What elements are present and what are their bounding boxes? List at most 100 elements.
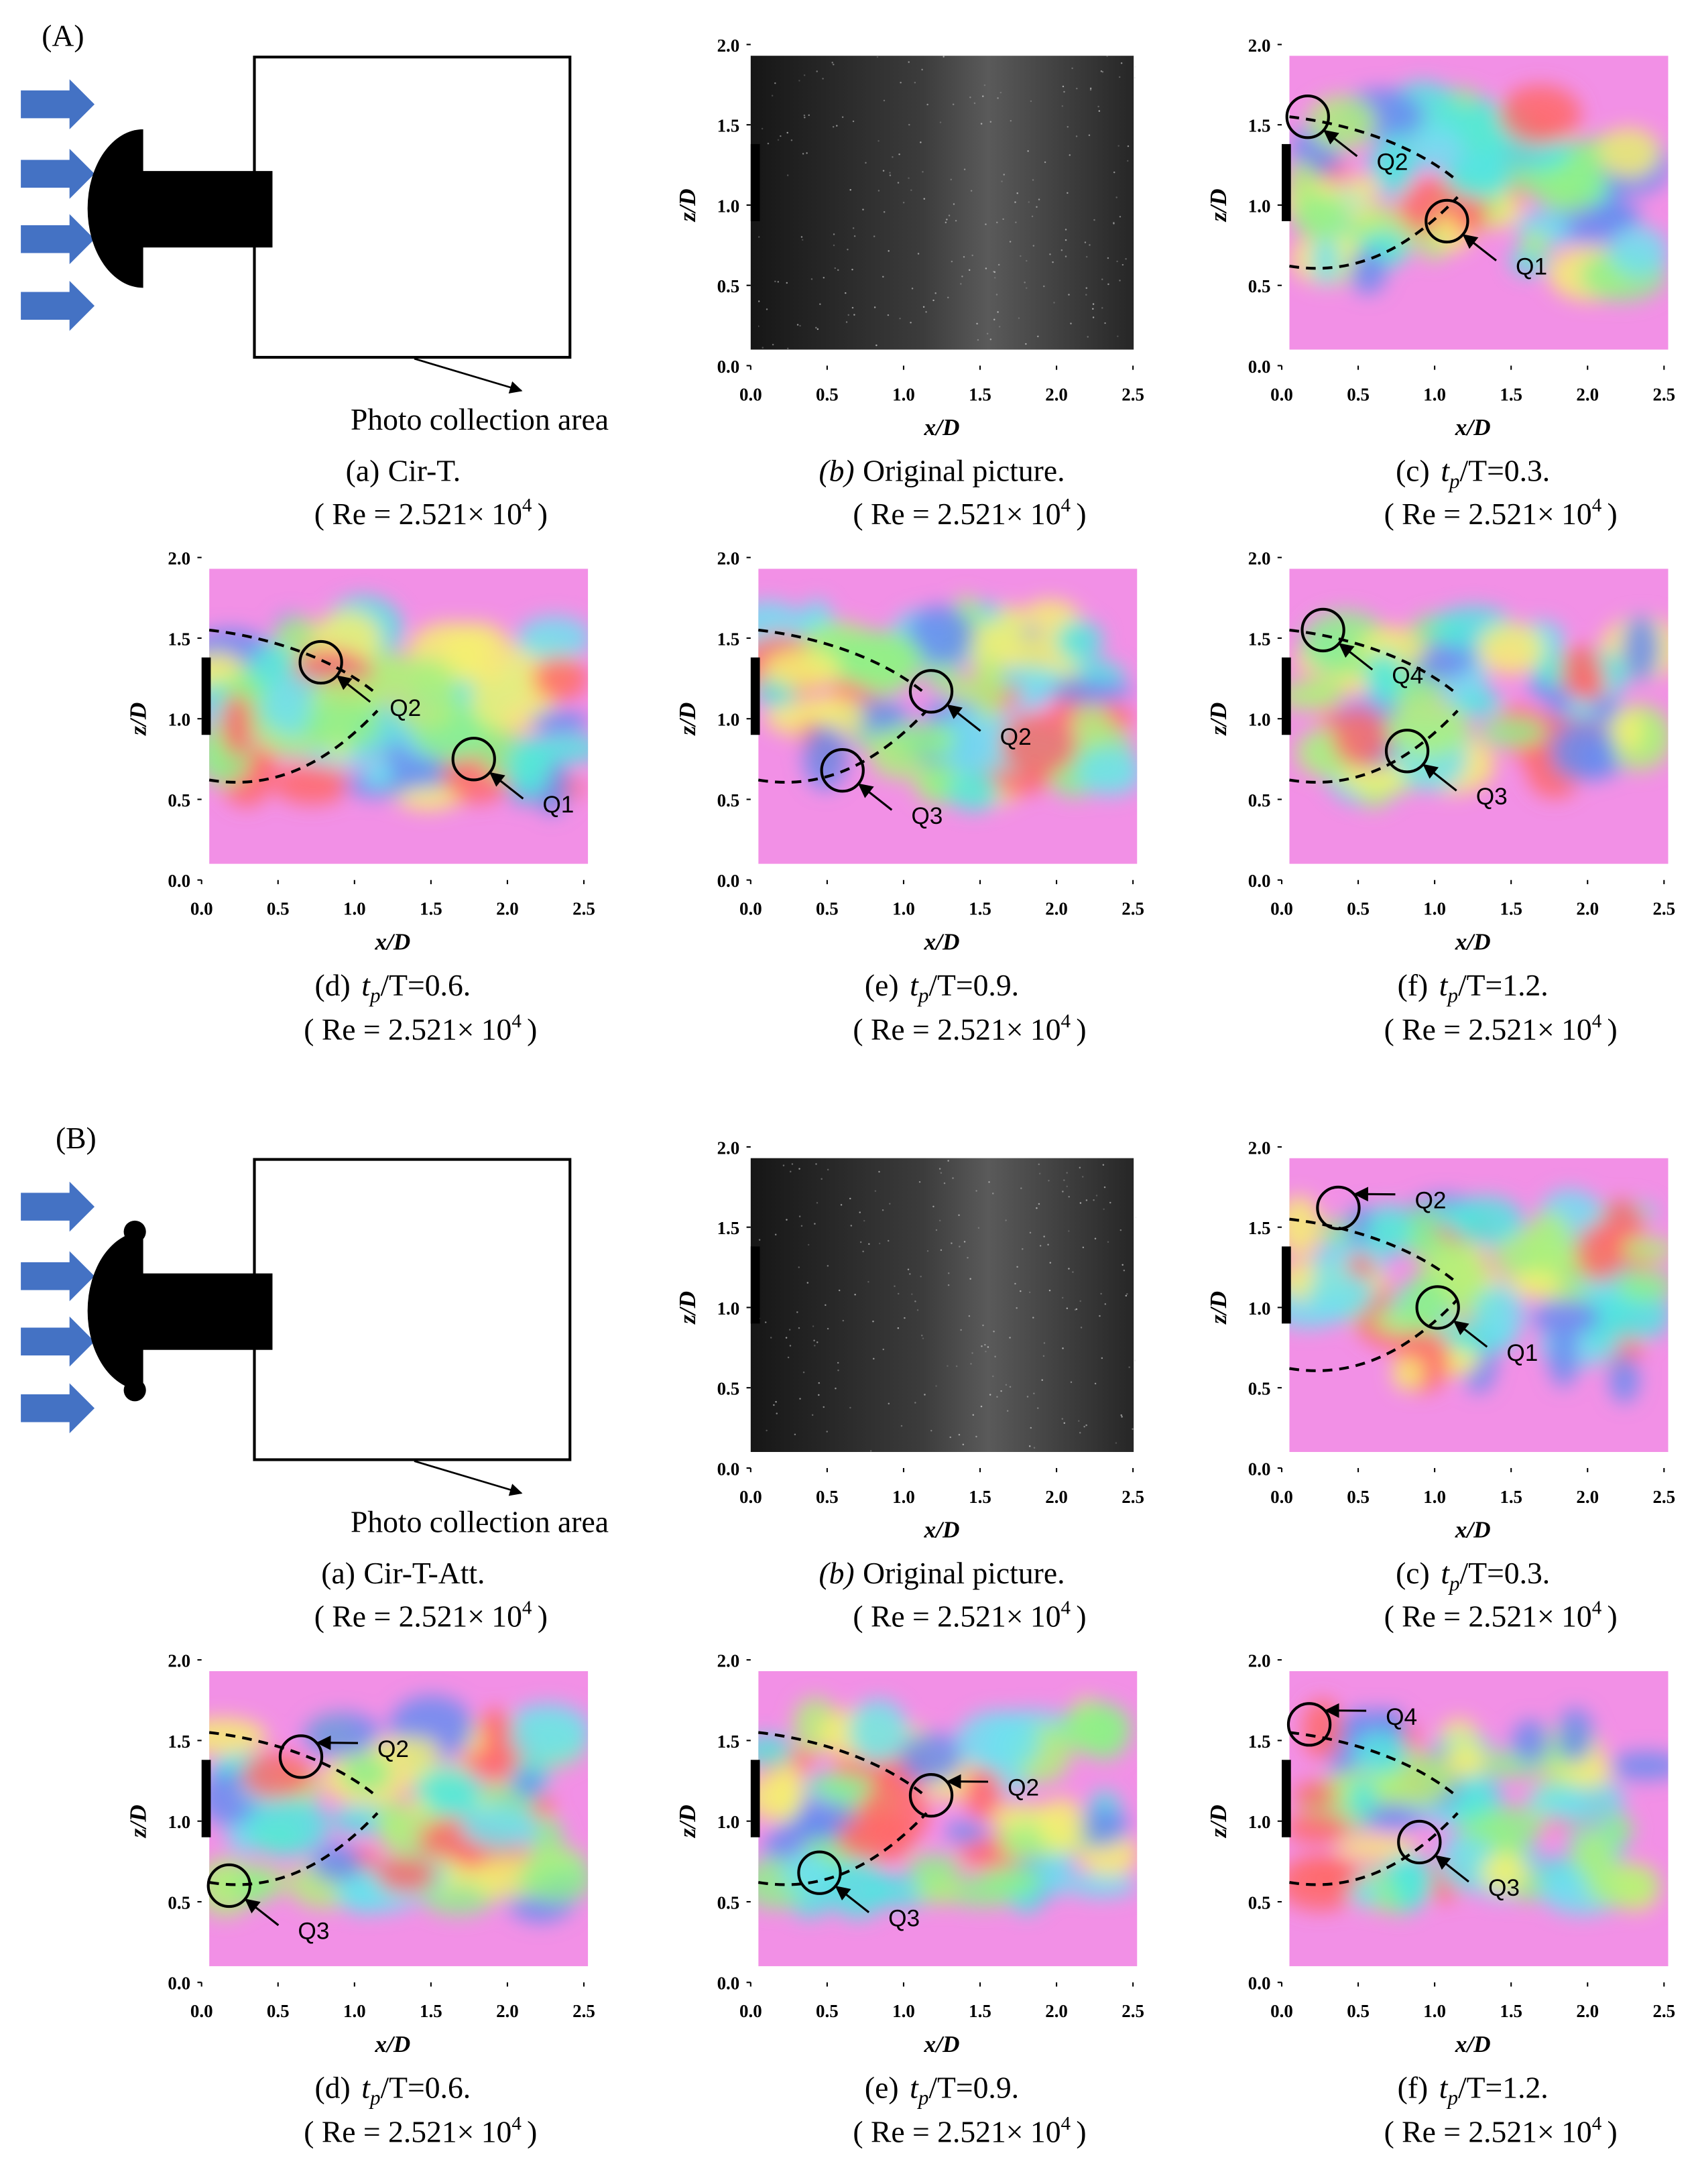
photo	[750, 1158, 1134, 1453]
speckle	[1029, 1231, 1032, 1234]
speckle	[1117, 335, 1119, 337]
panel: Q2 Q1 0.0 0.5 1.0 1.5 2.0 2.5 0.0 0.5 1.0 1.5 2.0 x/D…	[1205, 1138, 1675, 1634]
x-tick-label: 0.0	[1270, 384, 1293, 404]
re-base: 10	[1030, 497, 1061, 531]
speckle	[854, 1294, 856, 1296]
speckle	[1032, 179, 1034, 181]
blob	[1598, 128, 1660, 178]
speckle	[1069, 154, 1071, 156]
speckle	[1115, 196, 1117, 198]
dome	[87, 129, 143, 288]
y-tick-label: 1.0	[168, 710, 190, 730]
stem	[139, 171, 273, 248]
re-text: ( Re = 2.521×	[1384, 497, 1555, 531]
blob	[1300, 676, 1346, 700]
speckle	[1082, 1246, 1085, 1249]
speckle	[773, 1404, 775, 1406]
speckle	[1107, 1241, 1109, 1243]
field	[209, 1671, 589, 1967]
speckle	[926, 1250, 929, 1252]
speckle	[810, 278, 813, 280]
re-close: )	[538, 497, 548, 531]
speckle	[813, 1339, 815, 1342]
x-tick-label: 2.5	[1122, 1487, 1144, 1507]
y-axis-label: z/D	[1205, 1291, 1231, 1325]
y-tick-label: 2.0	[1248, 548, 1271, 568]
x-tick-label: 0.0	[739, 899, 762, 919]
re-text: ( Re = 2.521×	[314, 497, 485, 531]
speckle	[874, 1190, 877, 1193]
speckle	[1103, 1186, 1106, 1189]
blobs	[209, 595, 589, 815]
speckle	[827, 1265, 829, 1267]
blob	[1492, 132, 1572, 172]
vortex-marker	[797, 1850, 842, 1895]
speckle	[837, 1370, 839, 1372]
speckle	[837, 269, 839, 271]
blob	[273, 764, 351, 805]
speckle	[1061, 249, 1063, 251]
speckle	[980, 1405, 983, 1408]
caption-sub: p	[1446, 983, 1458, 1007]
speckle	[1081, 1176, 1084, 1178]
vortex-marker	[1300, 607, 1345, 653]
speckle	[1038, 198, 1040, 200]
blob	[1366, 650, 1403, 706]
panel: Q4 Q3 0.0 0.5 1.0 1.5 2.0 2.5 0.0 0.5 1.0 1.5 2.0 x/D…	[1205, 1651, 1675, 2149]
x-tick-label: 0.5	[1347, 899, 1370, 919]
blob	[1307, 95, 1377, 150]
speckle	[1028, 1291, 1031, 1294]
speckle	[1098, 110, 1101, 112]
caption-prefix: (b)	[819, 454, 854, 488]
x-tick-label: 0.5	[816, 384, 839, 404]
speckle	[938, 1219, 941, 1222]
speckle	[969, 96, 971, 99]
re-text: ( Re = 2.521×	[853, 2115, 1023, 2149]
blob	[1458, 692, 1504, 716]
speckle	[917, 253, 920, 255]
speckle	[1134, 76, 1136, 79]
y-tick-label: 0.5	[717, 790, 740, 810]
re-text: ( Re = 2.521×	[853, 497, 1023, 531]
speckle	[1120, 1414, 1122, 1416]
caption-text: Original picture.	[863, 1556, 1065, 1590]
re-base: 10	[481, 1012, 512, 1046]
speckle	[1043, 1342, 1046, 1344]
vortex-label: Q3	[1488, 1875, 1520, 1901]
speckle	[943, 56, 945, 58]
speckle	[818, 1382, 821, 1384]
blob	[1293, 1781, 1337, 1809]
pointer	[414, 1460, 523, 1496]
vortex-label: Q3	[888, 1905, 920, 1931]
caption-var: t	[361, 968, 371, 1002]
re-exp: 4	[511, 1011, 522, 1032]
speckle	[908, 61, 910, 63]
blob	[1386, 699, 1471, 757]
speckle	[815, 1163, 817, 1165]
speckle	[859, 1211, 861, 1213]
caption-prefix: (c)	[1396, 454, 1430, 488]
speckle	[1075, 1308, 1078, 1311]
re-line: ( Re = 2.521× 104)	[1384, 1597, 1618, 1634]
vortex-marker	[1425, 198, 1469, 244]
re-text: ( Re = 2.521×	[304, 2115, 474, 2149]
speckle	[1127, 145, 1130, 147]
re-exp: 4	[1061, 2113, 1071, 2134]
re-text: ( Re = 2.521×	[304, 1012, 474, 1046]
y-axis-label: z/D	[1205, 188, 1231, 222]
speckle	[774, 1233, 777, 1236]
speckle	[918, 1180, 921, 1183]
speckle	[996, 1396, 998, 1398]
speckle	[882, 170, 885, 172]
speckle	[949, 1436, 951, 1439]
vortex-marker	[1285, 95, 1330, 139]
speckle	[1101, 70, 1104, 73]
y-tick-label: 0.0	[1248, 871, 1271, 891]
speckle	[837, 1361, 839, 1364]
speckle	[758, 300, 760, 302]
speckle	[787, 347, 789, 350]
speckle	[1016, 1266, 1018, 1268]
speckle	[867, 1281, 869, 1283]
speckle	[1083, 1425, 1085, 1428]
vortex-label: Q2	[1376, 149, 1408, 176]
